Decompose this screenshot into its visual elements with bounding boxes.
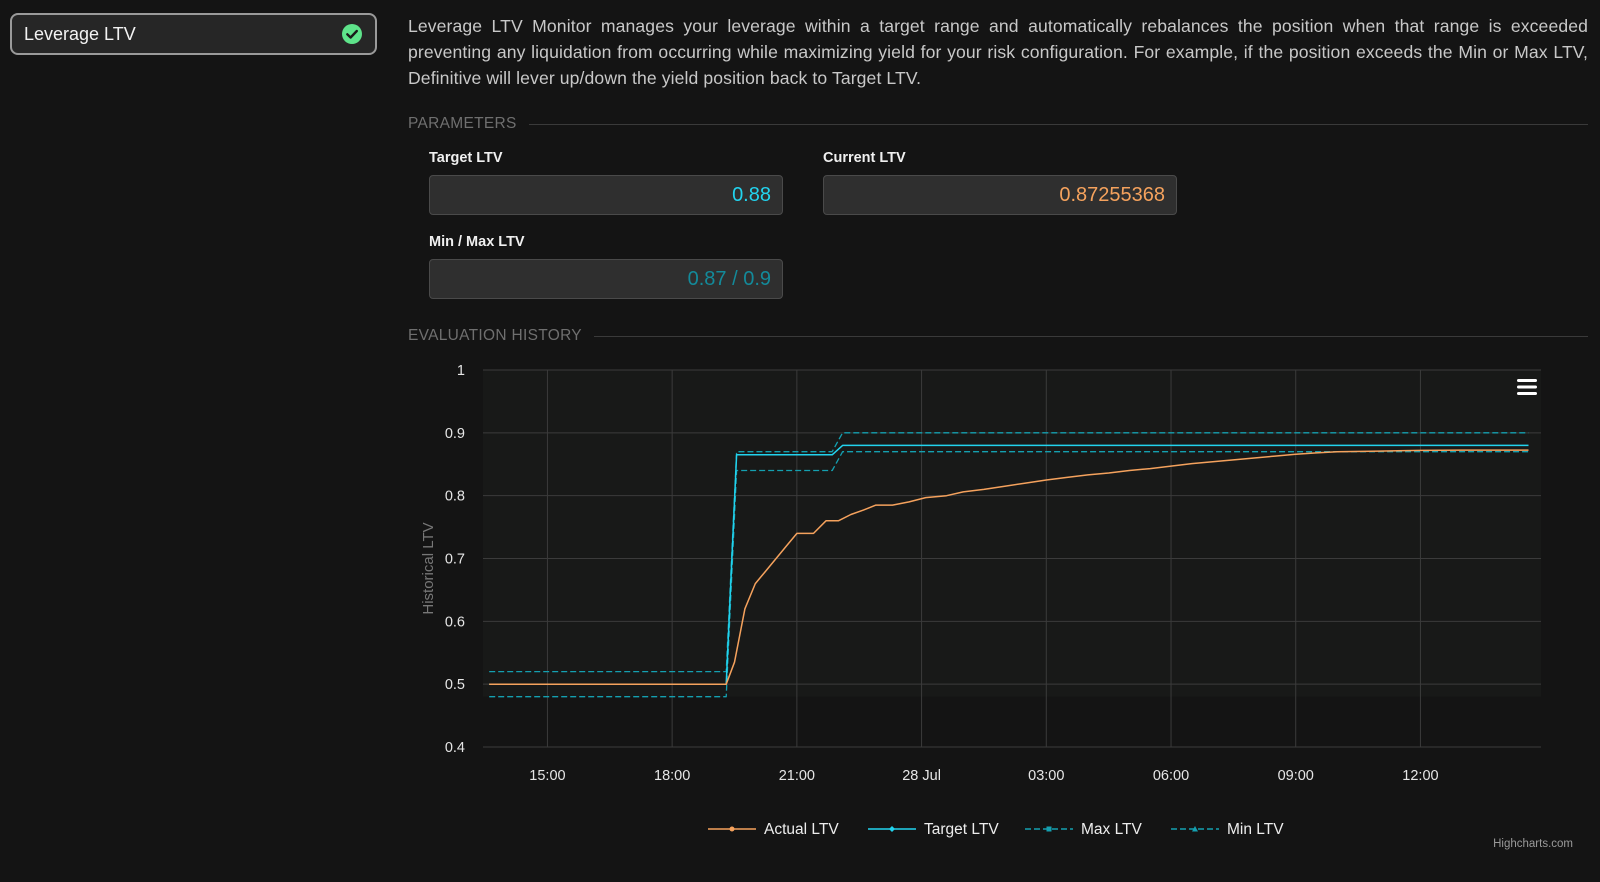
current-ltv-field: Current LTV 0.87255368 xyxy=(823,150,1177,215)
legend-item-max-ltv[interactable]: Max LTV xyxy=(1025,821,1143,838)
legend-item-target-ltv[interactable]: Target LTV xyxy=(868,821,999,838)
y-tick-label: 0.9 xyxy=(445,426,465,442)
target-ltv-label: Target LTV xyxy=(429,150,503,166)
x-tick-label: 15:00 xyxy=(529,768,565,784)
series-group xyxy=(489,432,1529,698)
x-tick-label: 18:00 xyxy=(654,768,690,784)
current-ltv-value: 0.87255368 xyxy=(823,175,1177,215)
legend-label: Max LTV xyxy=(1081,821,1143,838)
x-tick-label: 28 Jul xyxy=(902,768,941,784)
y-axis-title: Historical LTV xyxy=(420,522,437,614)
legend-marker xyxy=(729,826,735,832)
target-ltv-field: Target LTV 0.88 xyxy=(429,150,783,215)
legend-label: Target LTV xyxy=(924,821,999,838)
y-tick-label: 0.4 xyxy=(445,740,465,756)
grid-lines xyxy=(483,369,1541,748)
series-line-actual-ltv[interactable] xyxy=(489,449,1529,685)
divider xyxy=(593,335,1588,337)
check-circle-icon xyxy=(341,23,363,45)
strategy-description: Leverage LTV Monitor manages your levera… xyxy=(408,16,1588,88)
legend-label: Min LTV xyxy=(1227,821,1284,838)
hamburger-menu-icon[interactable] xyxy=(1506,375,1546,405)
legend-item-min-ltv[interactable]: Min LTV xyxy=(1171,821,1284,838)
y-tick-label: 0.5 xyxy=(445,677,465,693)
x-tick-label: 09:00 xyxy=(1278,768,1314,784)
divider xyxy=(528,123,1588,125)
series-line-min-ltv[interactable] xyxy=(489,451,1529,698)
evaluation-history-chart: 0.4 0.5 0.6 0.7 0.8 0.9 1 15:00 18:00 21:00 28 Ju… xyxy=(408,355,1600,882)
y-tick-label: 0.7 xyxy=(445,552,465,568)
y-axis: 0.4 0.5 0.6 0.7 0.8 0.9 1 xyxy=(445,363,465,756)
x-axis: 15:00 18:00 21:00 28 Jul 03:00 06:00 09:00 12:0… xyxy=(529,768,1438,784)
x-tick-label: 06:00 xyxy=(1153,768,1189,784)
legend-marker xyxy=(1046,826,1052,832)
x-tick-label: 12:00 xyxy=(1402,768,1438,784)
evaluation-history-title: EVALUATION HISTORY xyxy=(408,327,582,344)
target-ltv-value: 0.88 xyxy=(429,175,783,215)
legend-marker xyxy=(1192,826,1198,832)
min-max-ltv-value: 0.87 / 0.9 xyxy=(429,259,783,299)
chart-svg: 0.4 0.5 0.6 0.7 0.8 0.9 1 15:00 18:00 21:00 28 Ju… xyxy=(408,355,1600,882)
parameters-title: PARAMETERS xyxy=(408,115,517,132)
parameters-header: PARAMETERS xyxy=(408,115,1588,133)
legend-marker xyxy=(889,826,895,832)
left-panel: Leverage LTV xyxy=(0,0,392,882)
y-tick-label: 1 xyxy=(457,363,465,379)
strategy-item-leverage-ltv[interactable]: Leverage LTV xyxy=(10,13,377,55)
highcharts-credits-link[interactable]: Highcharts.com xyxy=(1493,838,1573,850)
legend: Actual LTV Target LTV Max LTV Min LTV xyxy=(708,821,1284,838)
series-line-max-ltv[interactable] xyxy=(489,432,1529,673)
y-tick-label: 0.6 xyxy=(445,614,465,630)
y-tick-label: 0.8 xyxy=(445,489,465,505)
legend-label: Actual LTV xyxy=(764,821,839,838)
evaluation-history-header: EVALUATION HISTORY xyxy=(408,327,1588,345)
min-max-ltv-label: Min / Max LTV xyxy=(429,234,525,250)
strategy-label: Leverage LTV xyxy=(24,23,136,44)
main-panel: Leverage LTV Monitor manages your levera… xyxy=(408,0,1588,882)
min-max-ltv-field: Min / Max LTV 0.87 / 0.9 xyxy=(429,234,783,299)
legend-item-actual-ltv[interactable]: Actual LTV xyxy=(708,821,839,838)
x-tick-label: 03:00 xyxy=(1028,768,1064,784)
current-ltv-label: Current LTV xyxy=(823,150,906,166)
x-tick-label: 21:00 xyxy=(779,768,815,784)
plot-area xyxy=(483,370,1541,697)
